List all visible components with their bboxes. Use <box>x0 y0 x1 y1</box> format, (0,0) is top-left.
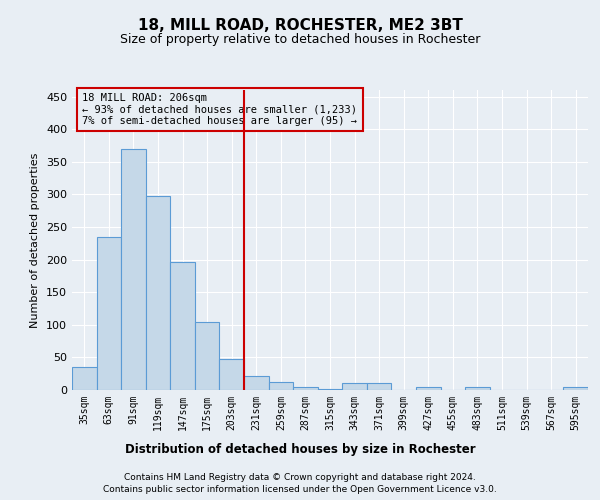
Bar <box>563 388 588 390</box>
Bar <box>195 322 220 390</box>
Bar <box>97 236 121 390</box>
Bar <box>170 262 195 390</box>
Bar <box>146 196 170 390</box>
Text: Contains public sector information licensed under the Open Government Licence v3: Contains public sector information licen… <box>103 485 497 494</box>
Bar <box>269 382 293 390</box>
Bar <box>416 388 440 390</box>
Text: Size of property relative to detached houses in Rochester: Size of property relative to detached ho… <box>120 32 480 46</box>
Bar <box>342 384 367 390</box>
Text: 18, MILL ROAD, ROCHESTER, ME2 3BT: 18, MILL ROAD, ROCHESTER, ME2 3BT <box>137 18 463 32</box>
Bar <box>367 384 391 390</box>
Text: Distribution of detached houses by size in Rochester: Distribution of detached houses by size … <box>125 442 475 456</box>
Bar <box>318 388 342 390</box>
Bar <box>220 360 244 390</box>
Text: 18 MILL ROAD: 206sqm
← 93% of detached houses are smaller (1,233)
7% of semi-det: 18 MILL ROAD: 206sqm ← 93% of detached h… <box>82 93 358 126</box>
Bar <box>121 148 146 390</box>
Text: Contains HM Land Registry data © Crown copyright and database right 2024.: Contains HM Land Registry data © Crown c… <box>124 472 476 482</box>
Y-axis label: Number of detached properties: Number of detached properties <box>31 152 40 328</box>
Bar <box>72 367 97 390</box>
Bar <box>465 388 490 390</box>
Bar <box>293 386 318 390</box>
Bar <box>244 376 269 390</box>
